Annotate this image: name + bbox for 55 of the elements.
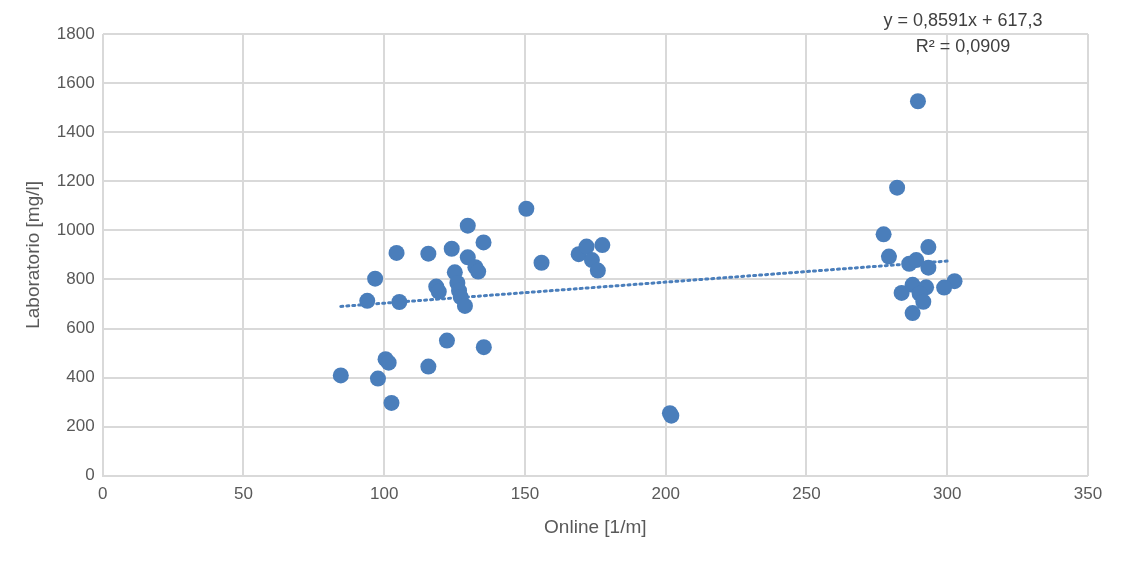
point <box>518 200 535 217</box>
point <box>908 252 925 269</box>
point <box>443 240 460 257</box>
y-tick-label: 1000 <box>56 220 95 240</box>
point <box>880 248 897 265</box>
point <box>578 238 595 255</box>
y-tick-label: 1400 <box>56 121 95 141</box>
x-tick-label: 200 <box>651 483 680 503</box>
point <box>430 283 447 300</box>
point <box>369 370 386 387</box>
point <box>367 270 384 287</box>
y-tick-label: 1200 <box>56 170 95 190</box>
point <box>470 263 487 280</box>
y-tick-label: 600 <box>66 318 95 338</box>
annotation: R² = 0,0909 <box>915 35 1011 56</box>
point <box>359 292 376 309</box>
y-axis-title: Laboratorio [mg/l] <box>21 180 43 329</box>
y-tick-label: 1800 <box>56 23 95 43</box>
y-tick-label: 800 <box>66 269 95 289</box>
point <box>456 297 473 314</box>
x-tick-label: 300 <box>933 483 962 503</box>
x-tick-label: 100 <box>369 483 399 503</box>
y-tick-label: 1600 <box>56 72 95 92</box>
point <box>383 394 400 411</box>
point <box>936 279 953 296</box>
y-tick-label: 200 <box>66 416 95 436</box>
text: y = 0,8591x + 617,3 <box>883 9 1043 30</box>
x-tick-label: 0 <box>97 483 108 503</box>
point <box>915 293 932 310</box>
point <box>533 254 550 271</box>
point <box>475 339 492 356</box>
point <box>594 237 611 254</box>
x-tick-label: 350 <box>1073 483 1103 503</box>
y-tick-label: 0 <box>85 465 95 485</box>
point <box>893 284 910 301</box>
point <box>889 179 906 196</box>
point <box>332 367 349 384</box>
x-tick-label: 250 <box>792 483 821 503</box>
point <box>475 234 492 251</box>
point <box>391 294 408 311</box>
point <box>589 262 606 279</box>
point <box>438 332 455 349</box>
point <box>388 244 405 261</box>
x-tick-label: 150 <box>510 483 540 503</box>
y-tick-label: 400 <box>66 367 95 387</box>
x-axis-title: Online [1/m] <box>544 515 647 537</box>
point <box>459 217 476 234</box>
point <box>909 93 926 110</box>
point <box>420 358 437 375</box>
x-tick-label: 50 <box>233 483 253 503</box>
point <box>875 226 892 243</box>
point <box>920 239 937 256</box>
point <box>920 259 937 276</box>
point <box>904 305 921 322</box>
point <box>420 245 437 262</box>
